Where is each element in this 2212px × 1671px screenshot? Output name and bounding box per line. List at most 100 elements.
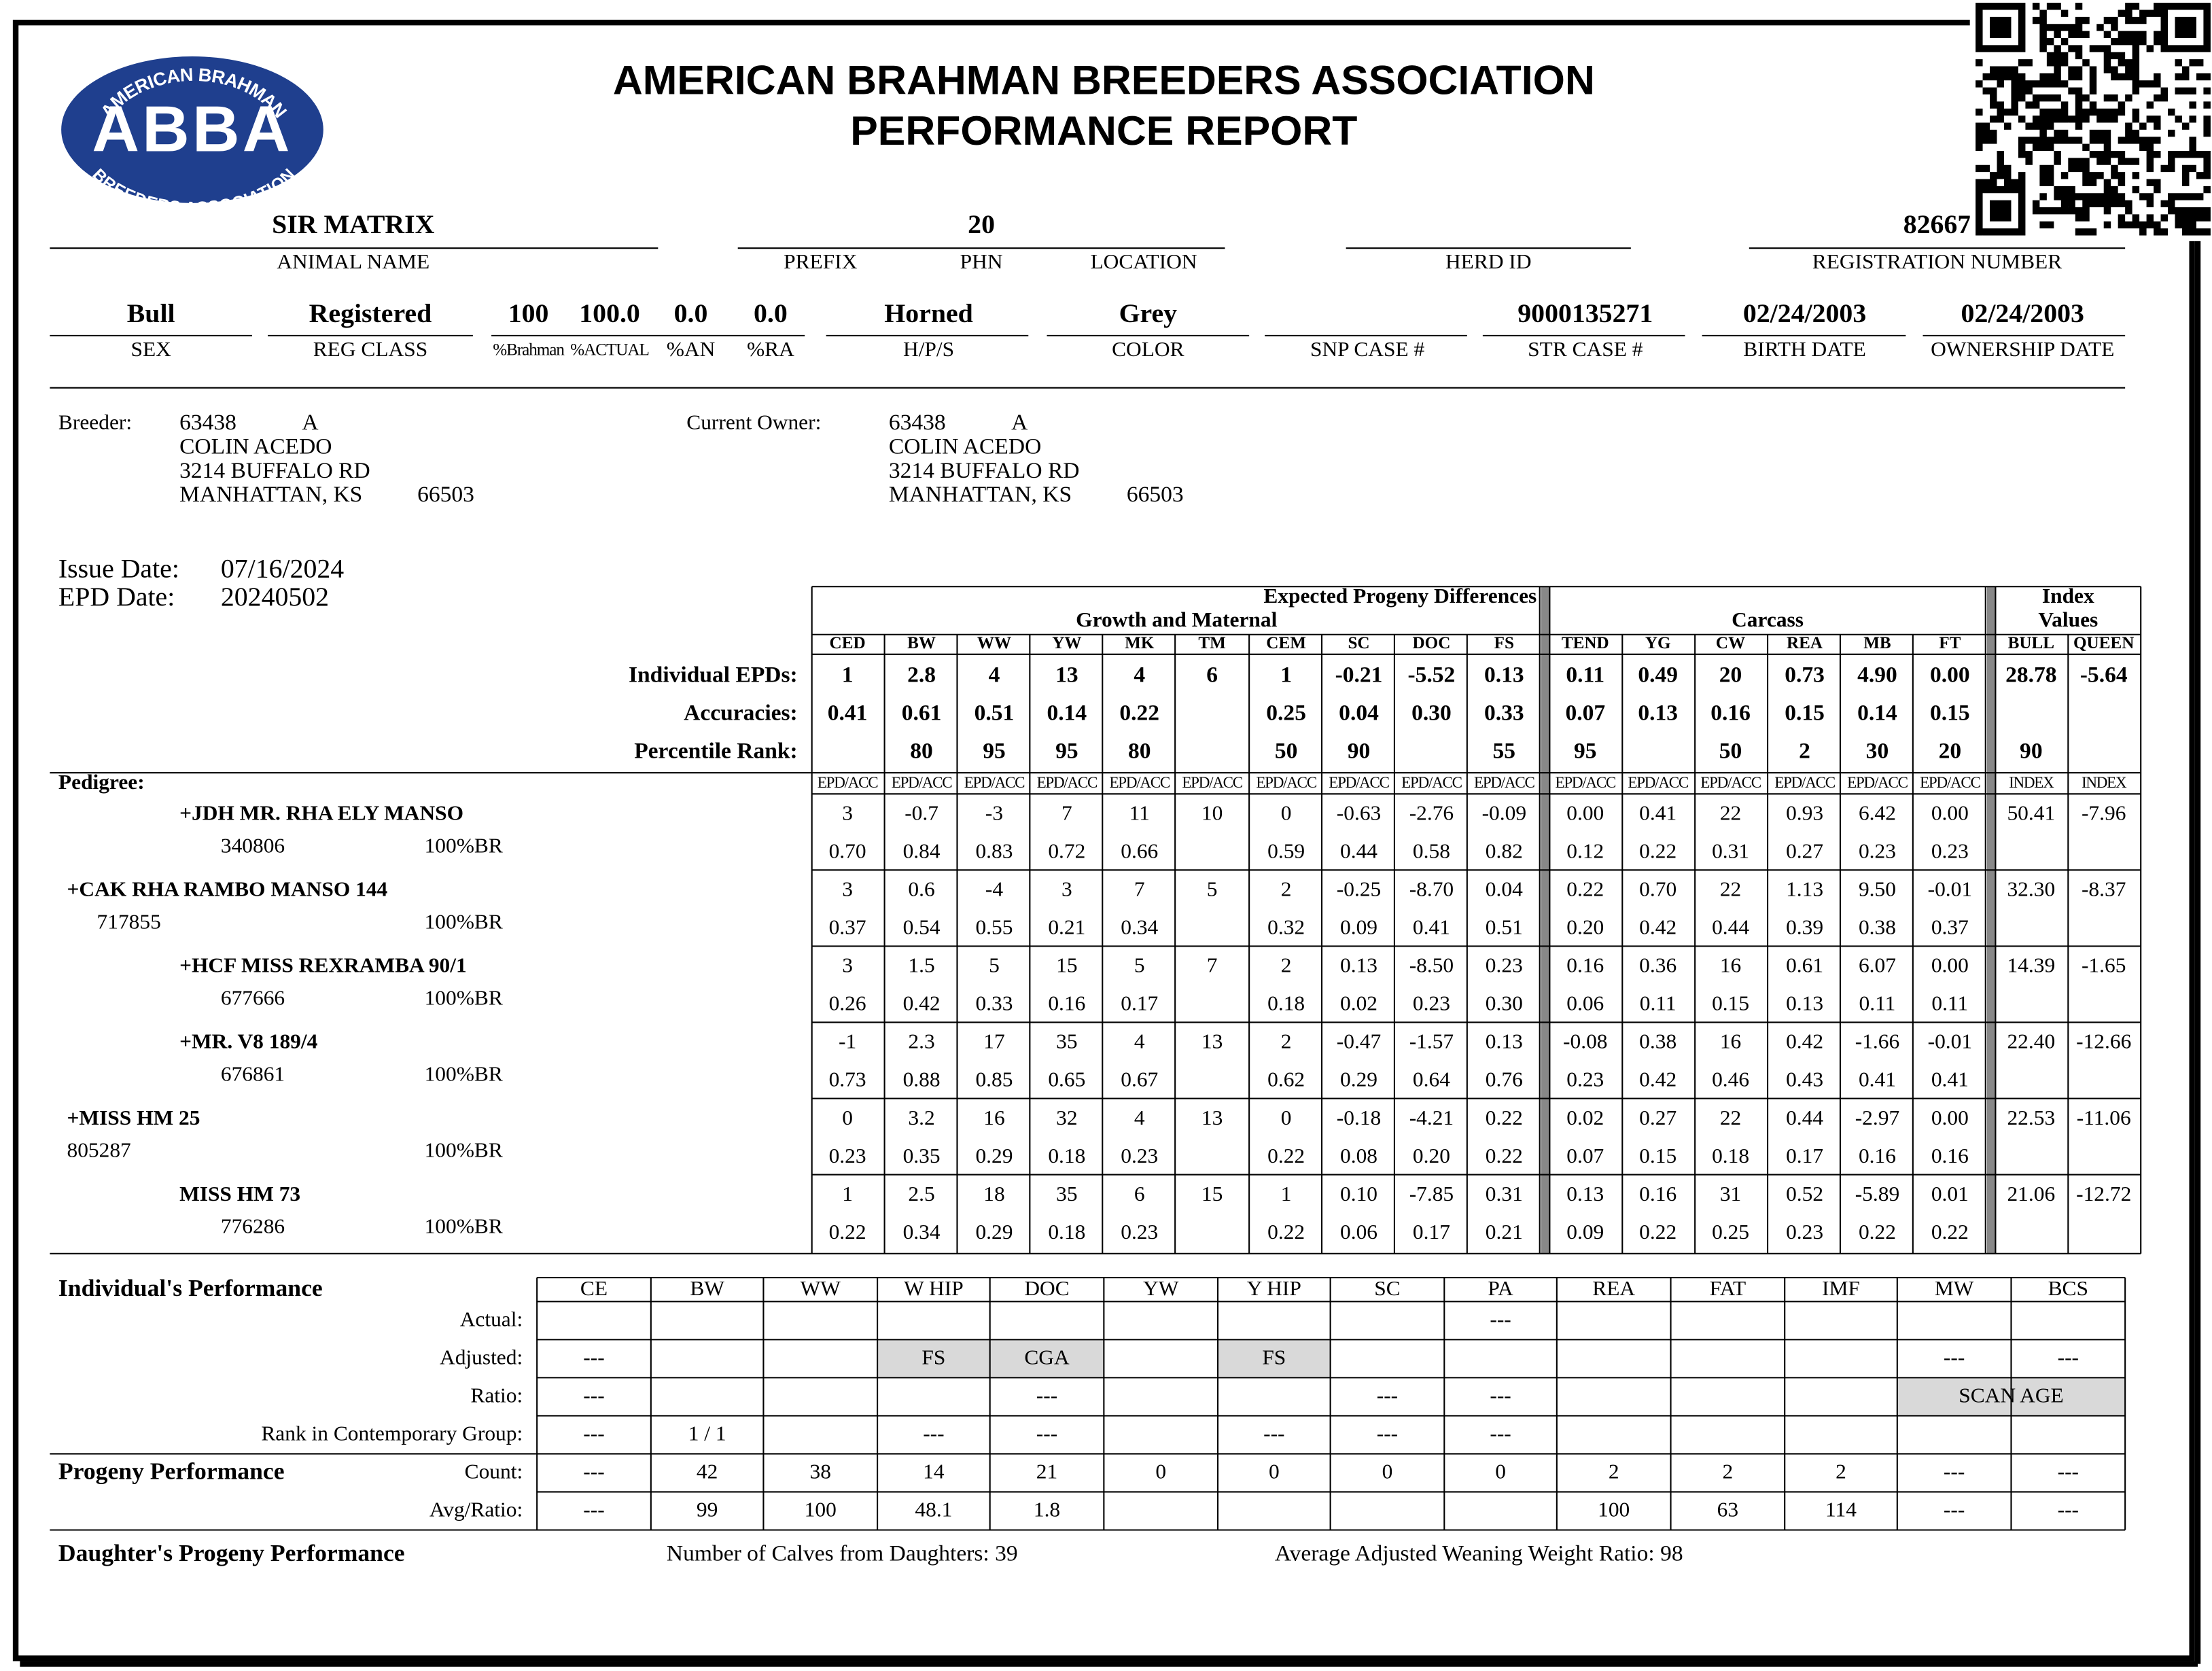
performance-column: WW: [801, 1276, 841, 1300]
ancestor-epd: 5: [989, 953, 1000, 977]
ancestor-epd: -0.63: [1337, 801, 1381, 825]
epd-group: Growth and Maternal: [1076, 608, 1277, 631]
ancestor-reg: 776286: [221, 1214, 285, 1238]
ancestor-acc: 0.16: [1931, 1144, 1969, 1167]
ancestor-epd: -1.57: [1409, 1030, 1454, 1053]
field-label: COLOR: [1112, 337, 1184, 361]
performance-value: ---: [583, 1384, 604, 1407]
ancestor-acc: 0.25: [1712, 1220, 1749, 1244]
performance-value: ---: [583, 1422, 604, 1445]
epd-column: MK: [1125, 634, 1155, 652]
epd-subheader: EPD/ACC: [1628, 774, 1689, 791]
ancestor-acc: 0.20: [1413, 1144, 1450, 1167]
ancestor-acc: 0.66: [1121, 839, 1158, 863]
daughters-calves: Number of Calves from Daughters: 39: [667, 1541, 1018, 1566]
performance-value: CGA: [1024, 1345, 1070, 1369]
epd-value: 0.61: [902, 701, 942, 726]
ancestor-epd: 0.44: [1786, 1106, 1823, 1129]
field-label: SEX: [130, 337, 171, 361]
party-name: COLIN ACEDO: [179, 434, 332, 459]
progeny-value: 38: [810, 1460, 831, 1483]
epd-value: 0.25: [1266, 701, 1306, 726]
ancestor-acc: 0.17: [1121, 991, 1158, 1015]
epd-value: 90: [2020, 739, 2043, 764]
ancestor-epd: 6: [1134, 1182, 1145, 1206]
field-value: 82667: [1903, 209, 1971, 239]
progeny-value: 0: [1382, 1460, 1393, 1483]
ancestor-acc: 0.29: [975, 1220, 1013, 1244]
ancestor-acc: 0.41: [1413, 915, 1450, 939]
field-value: 100.0: [579, 298, 640, 328]
epd-column: YG: [1645, 634, 1671, 652]
epd-value: 1: [1280, 663, 1292, 688]
ancestor-acc: 0.29: [1340, 1068, 1377, 1091]
ancestor-epd: 1: [1281, 1182, 1292, 1206]
ancestor-epd: 2: [1281, 1030, 1292, 1053]
epd-column: FT: [1939, 634, 1961, 652]
epd-column: TM: [1198, 634, 1225, 652]
ancestor-epd: 5: [1207, 877, 1218, 901]
ancestor-epd: -12.66: [2076, 1030, 2131, 1053]
progeny-value: ---: [2058, 1498, 2079, 1522]
progeny-value: 0: [1155, 1460, 1166, 1483]
progeny-value: ---: [583, 1460, 604, 1483]
ancestor-epd: -0.09: [1482, 801, 1526, 825]
ancestor-acc: 0.37: [1931, 915, 1969, 939]
ancestor-acc: 0.34: [1121, 915, 1158, 939]
performance-value: SCAN AGE: [1959, 1384, 2064, 1407]
ancestor-epd: 16: [1720, 953, 1741, 977]
epd-value: 0.33: [1484, 701, 1524, 726]
epd-column: CED: [830, 634, 866, 652]
ancestor-epd: 0.00: [1931, 1106, 1969, 1129]
field-label: REGISTRATION NUMBER: [1812, 249, 2062, 273]
performance-row-label: Adjusted:: [440, 1345, 523, 1369]
ancestor-acc: 0.83: [975, 839, 1013, 863]
epd-column: YW: [1052, 634, 1081, 652]
ancestor-acc: 0.23: [829, 1144, 866, 1167]
ancestor-epd: 3: [842, 877, 853, 901]
field-value: 9000135271: [1517, 298, 1653, 328]
epd-subheader: EPD/ACC: [1920, 774, 1981, 791]
ancestor-acc: 0.31: [1712, 839, 1749, 863]
epd-value: 80: [910, 739, 933, 764]
ancestor-epd: 0.38: [1639, 1030, 1676, 1053]
epd-value: 0.73: [1785, 663, 1825, 688]
epd-subheader: INDEX: [2009, 774, 2054, 791]
ancestor-epd: 32.30: [2007, 877, 2055, 901]
ancestor-acc: 0.23: [1413, 991, 1450, 1015]
performance-value: ---: [583, 1345, 604, 1369]
ancestor-acc: 0.76: [1486, 1068, 1523, 1091]
party-city: MANHATTAN, KS: [889, 482, 1072, 507]
ancestor-acc: 0.15: [1712, 991, 1749, 1015]
ancestor-epd: -5.89: [1855, 1182, 1899, 1206]
field-label: %AN: [667, 337, 716, 361]
logo: AMERICAN BRAHMAN ABBA BREEDERS ASSOCIATI…: [58, 53, 326, 217]
ancestor-epd: 1: [842, 1182, 853, 1206]
ancestor-epd: 5: [1134, 953, 1145, 977]
progeny-value: 2: [1723, 1460, 1734, 1483]
ancestor-name: +HCF MISS REXRAMBA 90/1: [179, 953, 467, 977]
ancestor-acc: 0.64: [1413, 1068, 1450, 1091]
ancestor-epd: -8.70: [1409, 877, 1454, 901]
ancestor-epd: -0.47: [1337, 1030, 1381, 1053]
epd-value: 4.90: [1857, 663, 1897, 688]
ancestor-reg: 677666: [221, 986, 285, 1010]
performance-column: BW: [690, 1276, 724, 1300]
epd-subheader: EPD/ACC: [1556, 774, 1617, 791]
epd-subheader: EPD/ACC: [892, 774, 953, 791]
ancestor-acc: 0.22: [1267, 1220, 1305, 1244]
ancestor-epd: 22: [1720, 877, 1741, 901]
ancestor-epd: -4: [985, 877, 1004, 901]
epd-value: 0.15: [1785, 701, 1825, 726]
party-id: 63438: [889, 410, 946, 435]
ancestor-epd: 0.41: [1639, 801, 1676, 825]
ancestor-acc: 0.11: [1931, 991, 1968, 1015]
performance-value: ---: [1490, 1422, 1511, 1445]
performance-column: CE: [580, 1276, 608, 1300]
epd-subheader: EPD/ACC: [1109, 774, 1170, 791]
date-label: Issue Date:: [58, 554, 179, 584]
daughters-title: Daughter's Progeny Performance: [58, 1539, 405, 1566]
ancestor-epd: 0.36: [1639, 953, 1676, 977]
progeny-value: 2: [1609, 1460, 1619, 1483]
ancestor-epd: 0.00: [1931, 953, 1969, 977]
